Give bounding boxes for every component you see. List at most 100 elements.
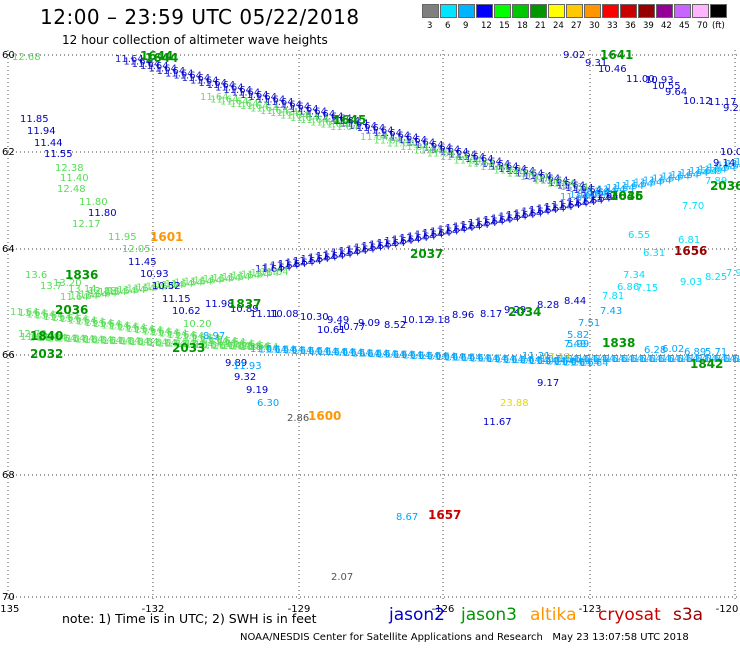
wave-height-reading: 13.7 <box>40 281 62 292</box>
track-reading-jason2: 11.64 <box>267 345 296 356</box>
track-reading-jason3: 11.64 <box>136 282 165 293</box>
track-reading-jason2: 11.64 <box>689 354 718 365</box>
legend-label: 27 <box>571 21 582 31</box>
track-reading-jason2: 11.64 <box>523 171 552 182</box>
track-reading-jason2: 11.64 <box>679 354 708 365</box>
wave-height-reading: 12.68 <box>12 52 41 63</box>
pass-time-label: 2037 <box>410 247 443 261</box>
track-reading-jason2: 11.64 <box>661 172 690 183</box>
track-reading-jason3: 11.64 <box>222 341 251 352</box>
track-reading-jason2: 11.64 <box>716 354 740 365</box>
track-reading-jason2: 11.64 <box>698 354 727 365</box>
track-reading-jason2: 11.64 <box>323 114 352 125</box>
track-reading-jason2: 11.64 <box>373 128 402 139</box>
track-reading-jason3: 11.64 <box>250 268 279 279</box>
track-reading-jason3: 11.64 <box>260 106 289 117</box>
longitude-label: -126 <box>432 604 455 615</box>
track-reading-jason3: 11.64 <box>75 335 104 346</box>
track-reading-jason2: 11.64 <box>499 212 528 223</box>
track-reading-jason3: 11.64 <box>93 319 122 330</box>
track-reading-jason3: 11.64 <box>134 325 163 336</box>
wave-height-reading: 10.30 <box>300 312 329 323</box>
wave-height-reading: 13.20 <box>53 278 82 289</box>
track-reading-jason2: 11.64 <box>284 345 313 356</box>
track-reading-jason2: 11.64 <box>263 262 292 273</box>
track-reading-jason3: 11.64 <box>427 149 456 160</box>
track-reading-jason2: 11.64 <box>507 166 536 177</box>
track-reading-jason2: 11.64 <box>315 111 344 122</box>
track-reading-jason2: 11.64 <box>555 357 584 368</box>
track-reading-jason2: 11.64 <box>339 246 368 257</box>
track-reading-jason2: 11.64 <box>115 54 144 65</box>
track-reading-jason3: 11.64 <box>70 291 99 302</box>
legend-box <box>638 4 655 18</box>
track-reading-jason2: 11.64 <box>248 92 277 103</box>
track-reading-jason3: 11.64 <box>320 120 349 131</box>
satellite-legend-cryosat: cryosat <box>598 605 661 625</box>
track-reading-jason3: 11.64 <box>103 336 132 347</box>
track-reading-jason3: 11.64 <box>220 97 249 108</box>
satellite-legend-altika: altika <box>530 605 577 625</box>
track-reading-jason2: 11.64 <box>521 207 550 218</box>
wave-height-reading: 7.34 <box>623 270 645 281</box>
pass-time-label: 2034 <box>508 305 541 319</box>
track-reading-jason3: 11.64 <box>387 139 416 150</box>
wave-height-reading: 7.89 <box>705 176 727 187</box>
track-reading-jason2: 11.64 <box>360 349 389 360</box>
wave-height-reading: 11.00 <box>626 74 655 85</box>
track-reading-jason3: 11.64 <box>203 274 232 285</box>
track-reading-jason2: 11.64 <box>250 344 279 355</box>
track-reading-jason2: 11.64 <box>487 354 516 365</box>
track-reading-jason3: 11.64 <box>176 331 205 342</box>
credit-text: NOAA/NESDIS Center for Satellite Applica… <box>240 632 543 643</box>
wave-height-reading: 11.15 <box>162 294 191 305</box>
track-reading-jason2: 11.64 <box>384 236 413 247</box>
track-reading-jason2: 11.64 <box>568 354 597 365</box>
track-reading-jason2: 11.64 <box>560 199 589 210</box>
track-reading-jason3: 11.64 <box>127 284 156 295</box>
longitude-label: -129 <box>288 604 311 615</box>
track-reading-jason2: 11.64 <box>301 346 330 357</box>
track-reading-jason3: 11.64 <box>212 273 241 284</box>
wave-height-reading: 11.40 <box>60 173 89 184</box>
track-reading-jason3: 11.64 <box>280 110 309 121</box>
track-reading-jason3: 11.64 <box>79 290 108 301</box>
wave-height-reading: 6.02 <box>662 344 684 355</box>
legend-label: 12 <box>481 21 492 31</box>
track-reading-jason3: 11.64 <box>84 335 113 346</box>
track-reading-jason2: 11.64 <box>689 166 718 177</box>
track-reading-jason3: 11.64 <box>167 339 196 350</box>
track-reading-jason2: 11.64 <box>436 352 465 363</box>
legend-label: 9 <box>463 21 469 31</box>
track-reading-jason3: 11.64 <box>76 317 105 328</box>
track-reading-jason2: 11.64 <box>354 243 383 254</box>
legend-box <box>476 4 493 18</box>
wave-height-reading: 9.29 <box>504 305 526 316</box>
track-reading-jason3: 11.64 <box>413 145 442 156</box>
pass-time-label: 1842 <box>690 357 723 371</box>
legend-label: 18 <box>517 21 528 31</box>
track-reading-jason3: 11.64 <box>192 334 221 345</box>
track-reading-jason3: 11.64 <box>118 323 147 334</box>
legend-label: 70 <box>697 21 708 31</box>
wave-height-reading: 12.48 <box>57 184 86 195</box>
wave-height-reading: 6.89 <box>684 347 706 358</box>
track-reading-jason3: 11.64 <box>290 113 319 124</box>
track-reading-jason3: 11.64 <box>453 155 482 166</box>
track-reading-jason2: 11.64 <box>490 161 519 172</box>
track-reading-jason2: 11.64 <box>549 354 578 365</box>
track-reading-jason2: 11.64 <box>651 354 680 365</box>
track-reading-jason3: 11.64 <box>167 330 196 341</box>
track-reading-jason2: 11.64 <box>398 135 427 146</box>
wave-height-reading: 6.81 <box>678 235 700 246</box>
track-reading-jason2: 11.64 <box>491 213 520 224</box>
track-reading-jason2: 11.64 <box>445 223 474 234</box>
track-reading-jason2: 11.64 <box>223 85 252 96</box>
track-reading-jason3: 11.64 <box>159 329 188 340</box>
track-reading-jason2: 11.64 <box>293 256 322 267</box>
track-reading-jason2: 11.64 <box>563 357 592 368</box>
pass-time-label: 2036 <box>610 189 643 203</box>
pass-time-label: 1836 <box>65 268 98 282</box>
track-reading-jason2: 11.64 <box>255 264 284 275</box>
wave-height-reading: 7.15 <box>636 283 658 294</box>
